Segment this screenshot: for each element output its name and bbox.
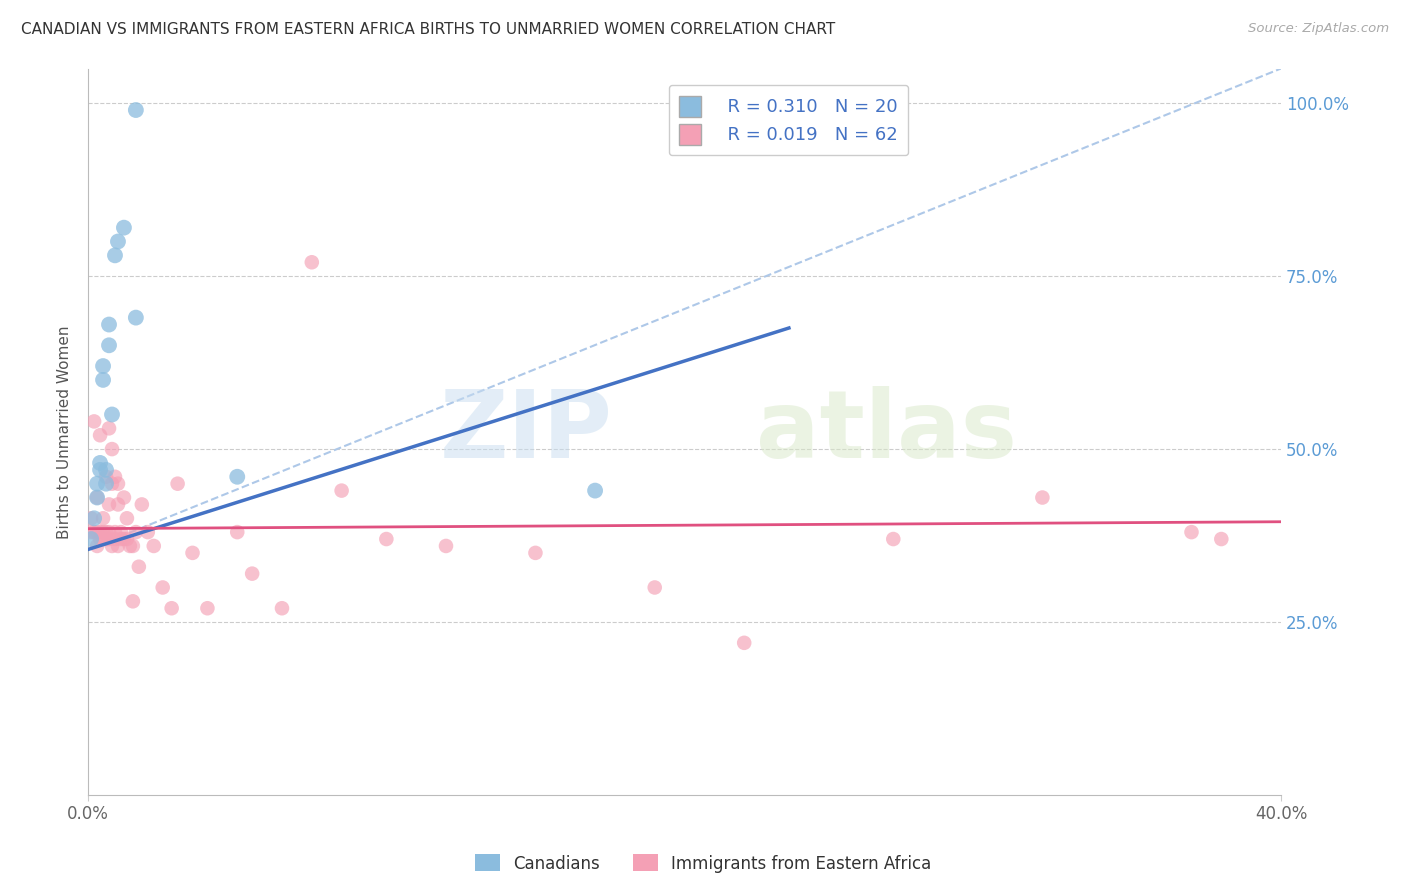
Point <box>80 511 103 525</box>
Point <box>112 532 135 546</box>
Point <box>142 539 165 553</box>
Point <box>882 532 904 546</box>
Point <box>115 511 138 525</box>
Point <box>1180 525 1202 540</box>
Point <box>110 525 132 540</box>
Y-axis label: Births to Unmarried Women: Births to Unmarried Women <box>58 325 72 539</box>
Point <box>104 532 127 546</box>
Point <box>86 491 108 505</box>
Text: Source: ZipAtlas.com: Source: ZipAtlas.com <box>1249 22 1389 36</box>
Point <box>91 511 114 525</box>
Point <box>131 498 153 512</box>
Point <box>80 525 103 540</box>
Point <box>107 498 129 512</box>
Point <box>101 408 124 422</box>
Point <box>434 539 457 553</box>
Point <box>98 498 121 512</box>
Point <box>226 469 249 483</box>
Point <box>152 581 174 595</box>
Point <box>89 456 111 470</box>
Point <box>98 525 121 540</box>
Point <box>118 539 141 553</box>
Point <box>122 539 145 553</box>
Point <box>733 636 755 650</box>
Point <box>98 338 121 352</box>
Point <box>86 539 108 553</box>
Legend:   R = 0.310   N = 20,   R = 0.019   N = 62: R = 0.310 N = 20, R = 0.019 N = 62 <box>669 85 908 155</box>
Point <box>128 559 150 574</box>
Point <box>125 103 148 117</box>
Point <box>166 476 188 491</box>
Point <box>86 476 108 491</box>
Point <box>104 525 127 540</box>
Point <box>91 525 114 540</box>
Point <box>197 601 219 615</box>
Point <box>644 581 666 595</box>
Point <box>112 220 135 235</box>
Point <box>86 491 108 505</box>
Point <box>89 525 111 540</box>
Point <box>1031 491 1053 505</box>
Point <box>1211 532 1233 546</box>
Text: CANADIAN VS IMMIGRANTS FROM EASTERN AFRICA BIRTHS TO UNMARRIED WOMEN CORRELATION: CANADIAN VS IMMIGRANTS FROM EASTERN AFRI… <box>21 22 835 37</box>
Point <box>136 525 159 540</box>
Point <box>107 539 129 553</box>
Point <box>122 594 145 608</box>
Point <box>110 532 132 546</box>
Point <box>91 532 114 546</box>
Point <box>91 373 114 387</box>
Point <box>94 463 117 477</box>
Point <box>125 525 148 540</box>
Point <box>94 532 117 546</box>
Point <box>160 601 183 615</box>
Point <box>83 525 105 540</box>
Legend: Canadians, Immigrants from Eastern Africa: Canadians, Immigrants from Eastern Afric… <box>468 847 938 880</box>
Point <box>80 532 103 546</box>
Point <box>181 546 204 560</box>
Point <box>330 483 353 498</box>
Point <box>112 491 135 505</box>
Point <box>89 428 111 442</box>
Point <box>86 525 108 540</box>
Point <box>94 525 117 540</box>
Point <box>94 469 117 483</box>
Point <box>89 532 111 546</box>
Point <box>98 421 121 435</box>
Text: atlas: atlas <box>756 386 1017 478</box>
Point <box>107 476 129 491</box>
Point <box>101 476 124 491</box>
Point <box>115 532 138 546</box>
Point <box>107 235 129 249</box>
Point <box>583 483 606 498</box>
Point <box>524 546 547 560</box>
Point <box>83 414 105 428</box>
Point <box>301 255 323 269</box>
Point <box>226 525 249 540</box>
Point <box>104 248 127 262</box>
Point <box>104 469 127 483</box>
Point <box>375 532 398 546</box>
Point <box>125 310 148 325</box>
Point <box>94 476 117 491</box>
Point <box>89 463 111 477</box>
Point <box>101 442 124 456</box>
Point <box>271 601 294 615</box>
Point <box>98 318 121 332</box>
Point <box>83 511 105 525</box>
Point <box>101 539 124 553</box>
Point <box>240 566 263 581</box>
Point <box>91 359 114 373</box>
Text: ZIP: ZIP <box>440 386 613 478</box>
Point <box>98 532 121 546</box>
